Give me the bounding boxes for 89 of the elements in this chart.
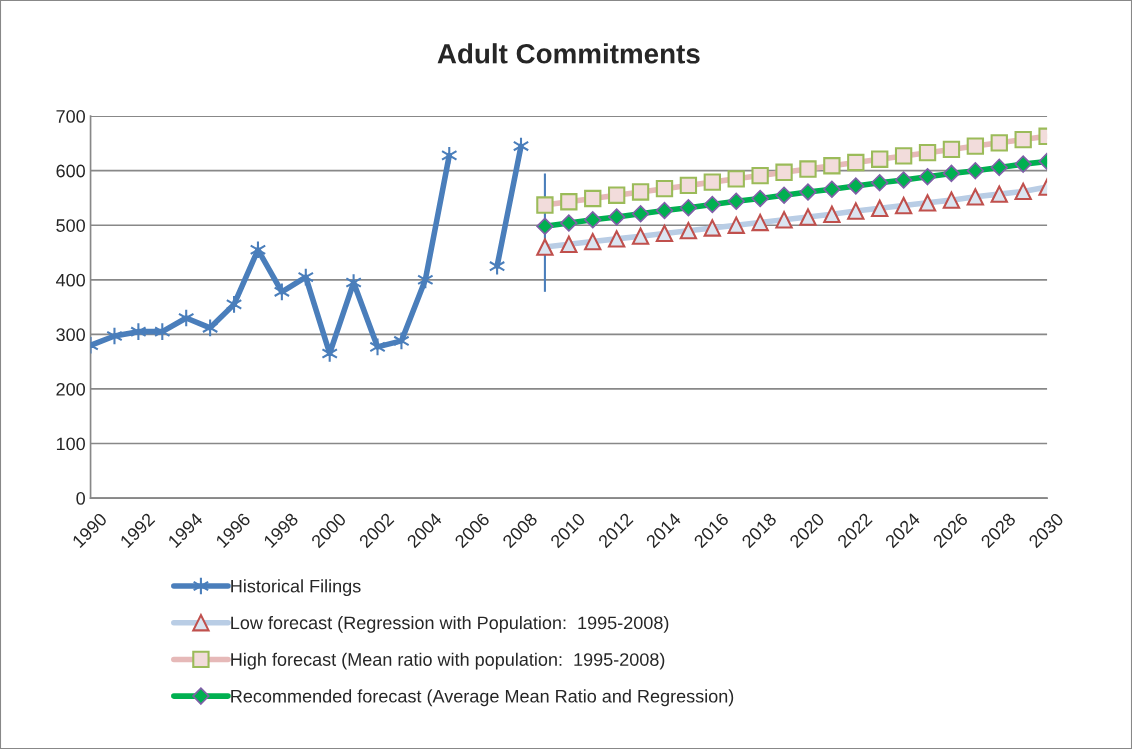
point <box>297 267 315 287</box>
point <box>130 322 147 342</box>
point <box>799 160 817 178</box>
y-tick-label: 0 <box>76 492 85 505</box>
point <box>154 322 171 342</box>
legend-label: Low forecast (Regression with Population: 1995-2008) <box>231 615 669 633</box>
point <box>703 219 721 237</box>
point <box>847 153 865 172</box>
point <box>177 308 195 328</box>
point <box>990 158 1008 177</box>
point <box>918 143 937 162</box>
point <box>990 185 1008 203</box>
point <box>727 216 745 234</box>
point <box>727 192 745 210</box>
point <box>225 294 243 314</box>
point <box>871 199 889 217</box>
point <box>942 140 961 159</box>
point <box>918 194 937 212</box>
y-tick-label: 400 <box>55 273 85 287</box>
point <box>799 183 817 201</box>
point <box>560 214 578 232</box>
chart-title: Adult Commitments <box>437 43 700 64</box>
point <box>703 173 721 191</box>
y-tick-label: 600 <box>56 164 85 178</box>
point <box>942 164 961 183</box>
legend-label: Historical Filings <box>231 579 361 597</box>
point <box>393 331 410 351</box>
point <box>536 196 554 214</box>
point <box>655 224 674 243</box>
y-tick-label: 100 <box>56 437 85 451</box>
point <box>607 208 626 226</box>
point <box>631 183 650 201</box>
point <box>417 270 434 290</box>
point <box>918 167 937 186</box>
point <box>751 189 769 208</box>
point <box>369 337 386 357</box>
point <box>871 150 889 168</box>
point <box>799 208 817 226</box>
point <box>894 196 913 215</box>
point <box>679 222 698 240</box>
point <box>847 202 865 220</box>
point <box>584 211 602 229</box>
point <box>751 166 769 185</box>
y-tick-label: 300 <box>56 328 85 342</box>
point <box>1014 130 1032 149</box>
point <box>990 134 1008 152</box>
point <box>679 176 698 195</box>
point <box>679 199 698 217</box>
point <box>823 157 841 175</box>
point <box>727 170 745 188</box>
point <box>106 326 123 346</box>
point <box>966 137 985 155</box>
point <box>441 146 458 165</box>
point <box>631 205 650 223</box>
point <box>607 230 626 248</box>
y-tick-label: 500 <box>56 219 85 232</box>
legend-label: High forecast (Mean ratio with population: 1995-2008) <box>231 652 665 670</box>
point <box>871 173 889 192</box>
point <box>751 213 769 232</box>
point <box>894 147 913 165</box>
point <box>584 189 602 208</box>
point <box>966 161 985 180</box>
point <box>655 179 674 198</box>
point <box>775 186 793 204</box>
point <box>560 235 578 254</box>
point <box>894 171 913 189</box>
point <box>201 318 219 338</box>
point <box>560 193 578 211</box>
point <box>823 180 841 198</box>
point <box>273 282 291 302</box>
point <box>584 232 602 251</box>
point <box>966 188 985 206</box>
y-tick-label: 700 <box>56 110 85 123</box>
point <box>631 227 650 245</box>
point <box>607 186 626 204</box>
point <box>249 240 267 260</box>
legend-label: Recommended forecast (Average Mean Ratio and Regression) <box>231 689 734 707</box>
point <box>847 177 865 195</box>
point <box>536 217 554 236</box>
point <box>823 205 841 223</box>
point <box>1014 182 1032 201</box>
point <box>703 195 722 214</box>
point <box>775 211 793 229</box>
y-tick-label: 200 <box>56 382 85 396</box>
point <box>1014 155 1032 173</box>
point <box>655 201 674 220</box>
point <box>942 191 961 209</box>
point <box>536 238 554 256</box>
point <box>775 163 793 181</box>
